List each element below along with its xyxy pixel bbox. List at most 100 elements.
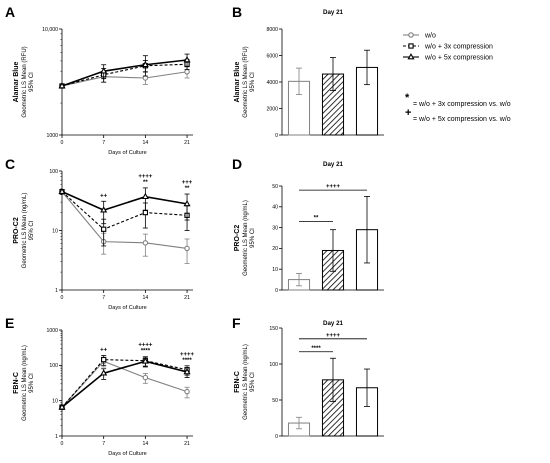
y-tick-label: 10 <box>52 228 58 234</box>
panel-b: B Day 21 0 2000 4000 6000 8000 Alamar Blue Geome… <box>232 4 384 139</box>
marker-circle <box>408 32 414 38</box>
significance-label: ++++ <box>138 343 153 349</box>
marker-triangle <box>58 403 66 410</box>
marker-circle <box>142 75 149 81</box>
legend-label: w/o <box>424 32 436 39</box>
significance-label: +++ <box>182 180 193 186</box>
y-tick-label: 10 <box>272 267 278 273</box>
y-axis-title: Geometric LS Mean (ng/mL) <box>243 200 249 276</box>
panel-title: Day 21 <box>323 320 344 327</box>
panel-f: F Day 21 0 50 100 150 FBN-C Geometric LS Mean (… <box>232 315 384 440</box>
series-line <box>61 190 188 211</box>
marker-triangle <box>100 206 108 213</box>
marker-triangle <box>407 53 415 60</box>
series-3 <box>58 53 191 89</box>
legend-note-symbol: + <box>405 107 411 119</box>
series-line <box>61 71 188 87</box>
legend-note-symbol: * <box>405 92 410 104</box>
significance-label: ** <box>314 215 319 221</box>
significance-label: ++ <box>100 347 108 353</box>
y-tick-label: 1000 <box>46 328 58 334</box>
y-tick-label: 30 <box>272 225 278 231</box>
series-line <box>61 359 188 408</box>
panel-a: A 1000 10,000 0 7 14 21 Days of Culture Alamar B… <box>5 4 193 156</box>
marker-square <box>101 356 107 363</box>
y-tick-label: 10 <box>52 398 58 404</box>
series-2 <box>59 188 190 247</box>
marker-square <box>408 43 414 49</box>
y-axis-ci: 95% CI <box>29 72 35 92</box>
y-axis-ci: 95% CI <box>29 220 35 240</box>
series-1 <box>59 65 190 89</box>
y-tick-label: 40 <box>272 205 278 211</box>
panel-title: Day 21 <box>323 161 344 168</box>
y-axis-ci: 95% CI <box>250 228 256 248</box>
significance-label: **** <box>182 358 192 364</box>
y-axis-title: Geometric LS Mean (RFU) <box>22 46 28 117</box>
y-tick-label: 8000 <box>266 27 278 33</box>
x-tick-label: 14 <box>142 441 148 447</box>
marker-circle <box>184 245 190 252</box>
marker-triangle <box>141 192 149 200</box>
significance-label: ** <box>143 180 148 186</box>
y-tick-label: 1000 <box>46 133 58 139</box>
panel-letter: D <box>232 156 242 172</box>
y-axis-title-bold: PRO-C2 <box>13 217 20 244</box>
significance-label: ++ <box>100 193 108 199</box>
x-tick-label: 0 <box>61 140 64 146</box>
x-axis-title: Days of Culture <box>108 451 147 457</box>
significance-label: ++++ <box>326 184 341 190</box>
y-tick-label: 20 <box>272 246 278 252</box>
x-tick-label: 21 <box>184 295 190 301</box>
y-axis-title-bold: Alamar Blue <box>13 61 20 102</box>
x-axis-title: Days of Culture <box>108 305 147 311</box>
marker-triangle <box>141 60 149 68</box>
panel-c: C 1 10 100 0 7 14 21 Days of Culture PRO-C2 Geomet… <box>5 156 193 311</box>
y-tick-label: 0 <box>275 434 278 440</box>
significance-label: ++++ <box>326 333 341 339</box>
panel-letter: B <box>232 4 242 20</box>
series-line <box>61 191 188 230</box>
x-tick-label: 0 <box>61 295 64 301</box>
marker-circle <box>184 69 190 75</box>
y-tick-label: 100 <box>49 169 58 175</box>
x-tick-label: 21 <box>184 441 190 447</box>
legend: w/o w/o + 3x compression w/o + 5x compress… <box>403 32 511 123</box>
y-tick-label: 100 <box>49 363 58 369</box>
panel-letter: A <box>5 4 15 20</box>
legend-label: w/o + 5x compression <box>424 54 493 61</box>
significance-label: ++++ <box>138 174 153 180</box>
y-tick-label: 10,000 <box>42 27 58 33</box>
marker-triangle <box>58 82 66 89</box>
y-axis-title: Geometric LS Mean (RFU) <box>243 46 249 117</box>
panel-d: D Day 21 0 10 20 30 40 50 PRO-C2 Geometric LS Mea… <box>232 156 384 294</box>
y-axis-title-bold: Alamar Blue <box>234 61 241 102</box>
x-tick-label: 7 <box>102 295 105 301</box>
x-tick-label: 0 <box>61 441 64 447</box>
y-tick-label: 4000 <box>266 80 278 86</box>
y-axis-title-bold: FBN-C <box>234 371 241 393</box>
legend-label: w/o + 3x compression <box>424 43 493 50</box>
panel-e: E 1 10 100 1000 0 7 14 21 Days of Culture FBN-C Geo… <box>5 315 195 457</box>
y-axis-ci: 95% CI <box>250 72 256 92</box>
marker-triangle <box>183 199 191 207</box>
panel-title: Day 21 <box>323 9 344 16</box>
marker-circle <box>142 374 149 381</box>
series-3 <box>58 187 191 225</box>
marker-square <box>142 209 149 216</box>
y-tick-label: 0 <box>275 133 278 139</box>
y-axis-title-bold: FBN-C <box>13 372 20 394</box>
x-tick-label: 7 <box>102 140 105 146</box>
series-line <box>61 360 188 408</box>
series-1 <box>59 356 190 411</box>
y-axis-title: Geometric LS Mean (ng/mL) <box>243 344 249 420</box>
significance-label: **** <box>311 346 321 352</box>
y-tick-label: 1 <box>55 434 58 440</box>
significance-label: ** <box>185 186 190 192</box>
series-line <box>61 59 188 87</box>
series-2 <box>59 355 190 410</box>
x-axis-title: Days of Culture <box>108 150 147 156</box>
y-axis-title-bold: PRO-C2 <box>234 225 241 252</box>
series-line <box>61 360 188 408</box>
